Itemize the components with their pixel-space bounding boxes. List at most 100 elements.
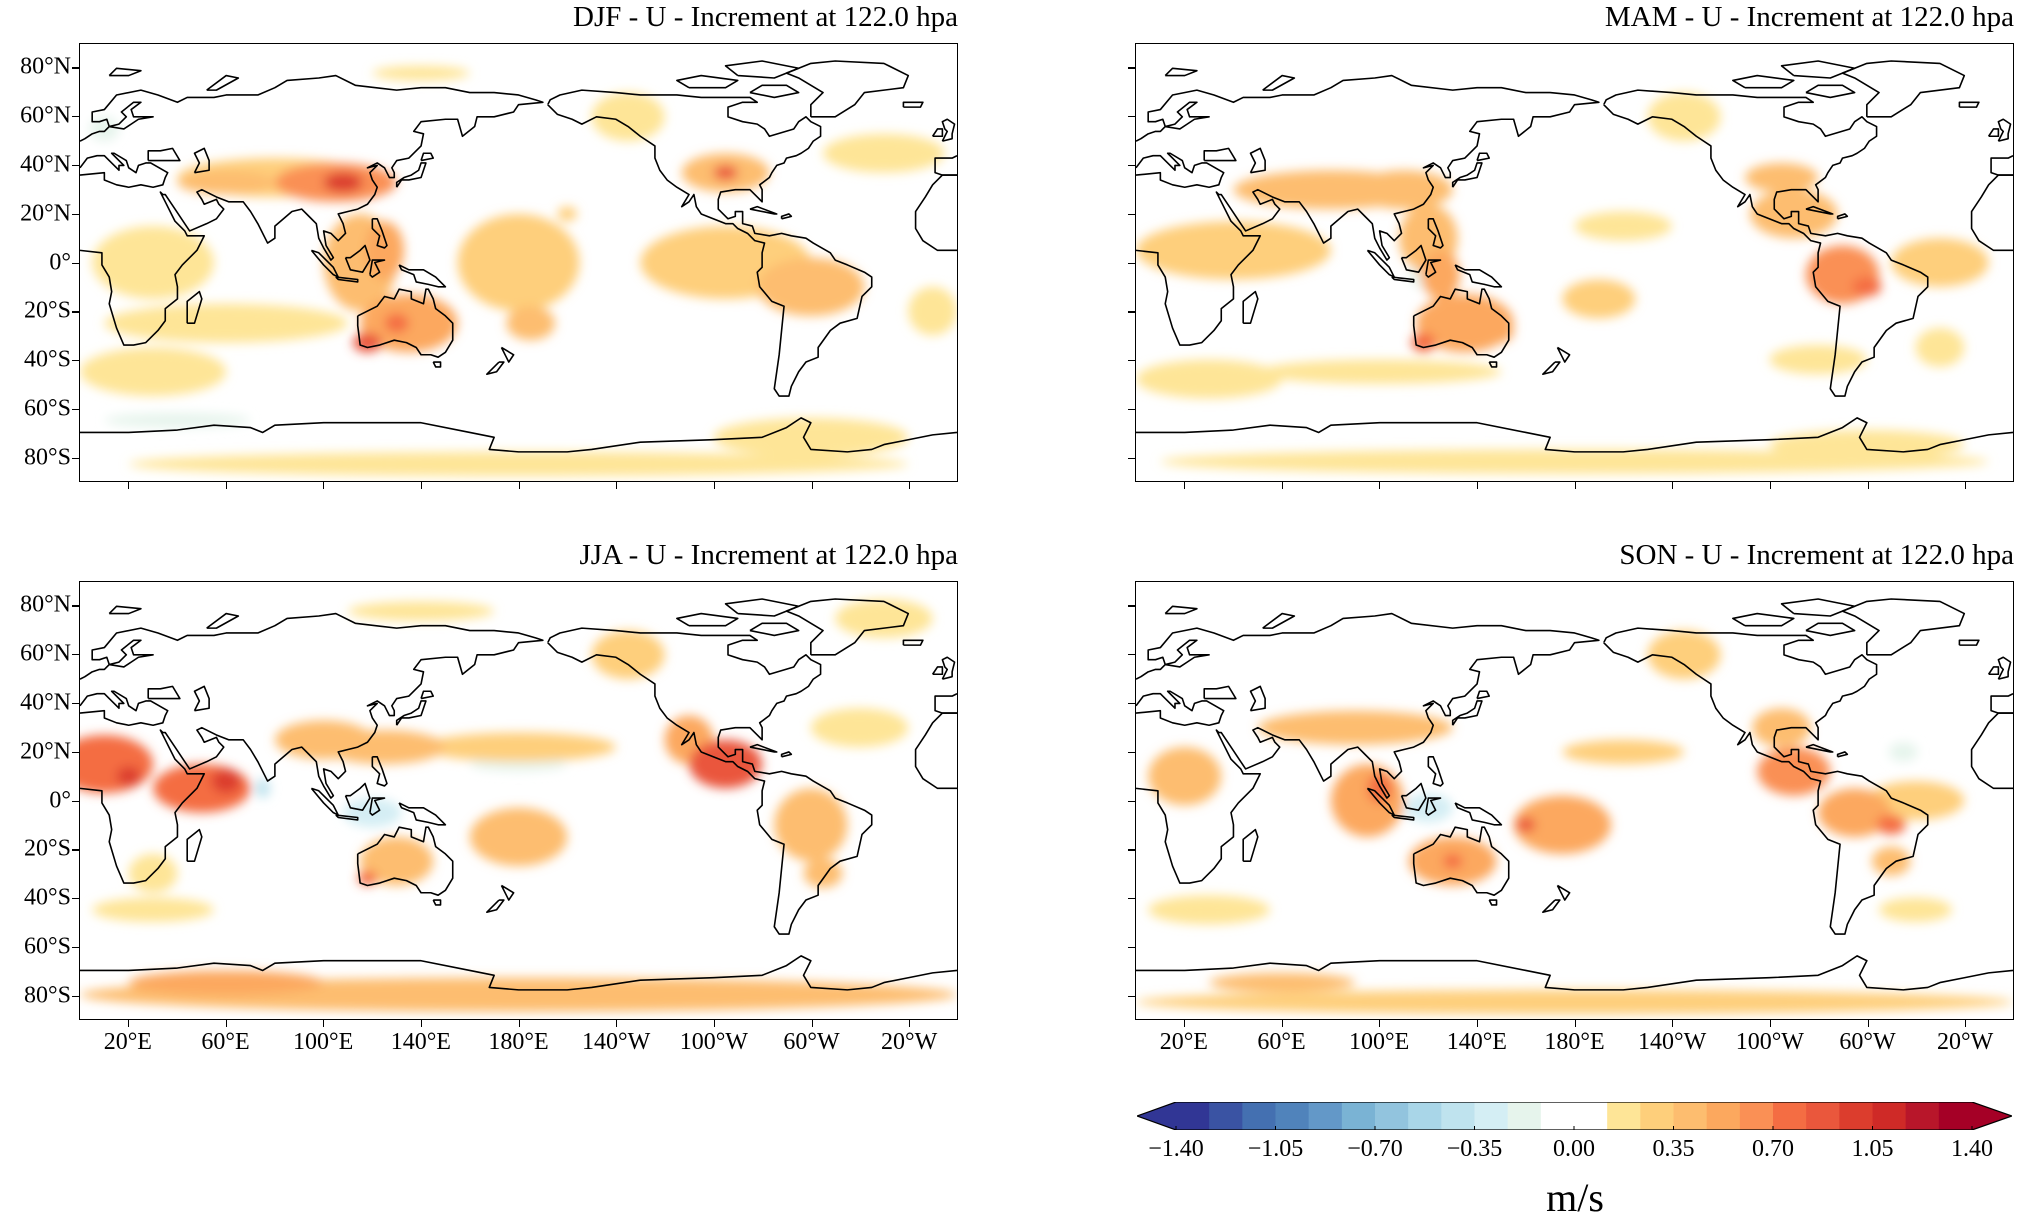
coastline (1838, 214, 1848, 219)
coastline (1414, 289, 1509, 357)
coastline (1477, 691, 1489, 698)
field-contour-blob (1442, 853, 1463, 869)
coastline (80, 418, 957, 452)
field-contour-blob (1879, 897, 1953, 922)
coastline (1402, 784, 1426, 811)
coastline (942, 119, 954, 141)
y-tick (1128, 213, 1135, 216)
coastline (80, 956, 957, 990)
field-contour-blob (1915, 328, 1965, 367)
coastline (187, 830, 202, 862)
field-contour-blob (810, 708, 909, 748)
x-tick-label: 140°W (1638, 1029, 1707, 1055)
increment-field (1136, 630, 2013, 1015)
x-tick (1574, 482, 1576, 489)
coastline (726, 61, 799, 78)
field-contour-blob (1769, 345, 1867, 375)
field-contour-blob (469, 807, 568, 867)
field-contour-blob (713, 417, 909, 457)
field-contour-blob (323, 730, 446, 765)
field-contour-blob (1330, 764, 1404, 837)
coastline (903, 640, 922, 645)
y-tick (1128, 116, 1135, 118)
field-contour-blob (352, 332, 383, 353)
coastline (933, 667, 943, 674)
x-tick (1867, 1020, 1869, 1027)
field-contour-blob (255, 778, 271, 799)
field-contour-blob (1752, 708, 1811, 748)
coastline (935, 156, 957, 175)
increment-field (80, 598, 957, 1012)
increment-field (80, 65, 957, 477)
x-tick (909, 482, 911, 489)
coastline (726, 599, 799, 616)
x-tick (323, 1020, 325, 1027)
colorbar-bin (1341, 1102, 1376, 1130)
field-contour-blob (1148, 895, 1270, 925)
map-frame (79, 43, 958, 482)
coastline (501, 347, 513, 362)
coastlines (80, 61, 957, 452)
coastline (1989, 129, 1999, 136)
coastline (1959, 102, 1978, 107)
x-tick (518, 482, 520, 489)
map-panel-djf: DJF - U - Increment at 122.0 hpa 80°N 60°N… (20, 1, 958, 489)
coastline (1477, 153, 1489, 160)
coastline (916, 175, 957, 250)
x-tick (1672, 482, 1674, 489)
colorbar-tick-label: 1.05 (1851, 1136, 1894, 1162)
x-tick (909, 1020, 911, 1027)
colorbar-bin (1574, 1102, 1608, 1130)
coastline (1392, 277, 1414, 282)
y-tick-label: 60°N (20, 640, 71, 667)
field-contour-blob (1403, 793, 1453, 823)
x-tick-label: 140°E (390, 1029, 451, 1055)
x-tick-label: 20°E (103, 1029, 152, 1055)
field-contour-blob (1136, 359, 1283, 399)
panel-title: JJA - U - Increment at 122.0 hpa (579, 539, 958, 571)
coastline (372, 219, 387, 248)
x-tick (518, 1020, 520, 1027)
coastline (1972, 175, 2013, 250)
y-tick (72, 995, 79, 997)
x-tick-label: 140°E (1446, 1029, 1507, 1055)
y-tick (72, 946, 79, 949)
panel-title: SON - U - Increment at 122.0 hpa (1619, 539, 2014, 571)
field-contour-blob (1871, 846, 1911, 876)
y-tick (72, 408, 79, 411)
colorbar-bin (1176, 1102, 1210, 1130)
coastline (1243, 830, 1258, 862)
coastline (677, 76, 738, 88)
colorbar-tick-label: −0.70 (1347, 1136, 1403, 1162)
coastline (80, 153, 168, 187)
y-tick (72, 262, 79, 264)
coastline (1998, 119, 2010, 141)
x-tick (713, 482, 716, 489)
coastline (1838, 752, 1848, 757)
map-plot (1136, 582, 2013, 1015)
coastline (80, 691, 168, 725)
coastline (1136, 418, 2013, 452)
field-contour-blob (347, 601, 495, 621)
coastline (370, 798, 385, 815)
y-tick (1128, 946, 1135, 949)
coastline (336, 815, 358, 820)
y-tick (72, 751, 79, 754)
coastline (1243, 292, 1258, 324)
coastline (433, 900, 440, 905)
y-tick (1128, 67, 1135, 69)
x-tick (713, 1020, 716, 1027)
y-tick (1128, 654, 1135, 656)
field-contour-blob (774, 788, 848, 862)
x-tick (127, 482, 130, 489)
panel-title: MAM - U - Increment at 122.0 hpa (1604, 1, 2014, 33)
y-tick (72, 213, 79, 216)
x-tick (811, 482, 813, 489)
map-frame (79, 581, 958, 1020)
y-tick (72, 702, 79, 705)
coastline (1489, 900, 1496, 905)
field-contour-blob (1513, 795, 1612, 854)
y-tick-label: 80°N (20, 53, 71, 80)
coastline (1204, 686, 1236, 698)
coastline (80, 76, 543, 345)
